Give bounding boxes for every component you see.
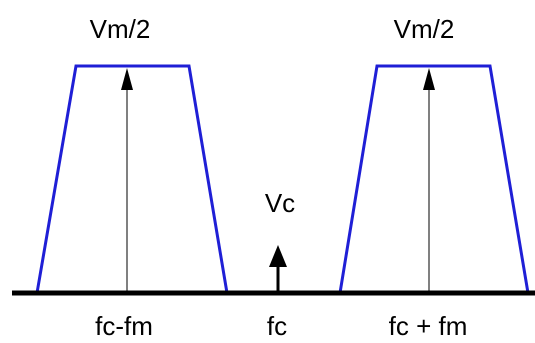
lower-sideband-trapezoid [35, 64, 229, 295]
lower-sideband-frequency-label: fc-fm [95, 311, 153, 341]
carrier-arrowhead [269, 245, 287, 267]
carrier-amplitude-label: Vc [265, 188, 295, 218]
lower-sideband-amplitude-label: Vm/2 [90, 14, 151, 44]
lower-sideband-arrowhead [121, 68, 133, 90]
upper-sideband-trapezoid [338, 64, 530, 295]
upper-sideband-arrowhead [423, 68, 435, 90]
carrier-frequency-label: fc [267, 311, 287, 341]
upper-sideband-amplitude-label: Vm/2 [394, 14, 455, 44]
upper-sideband-frequency-label: fc + fm [389, 311, 468, 341]
carrier: Vc fc [265, 188, 295, 341]
